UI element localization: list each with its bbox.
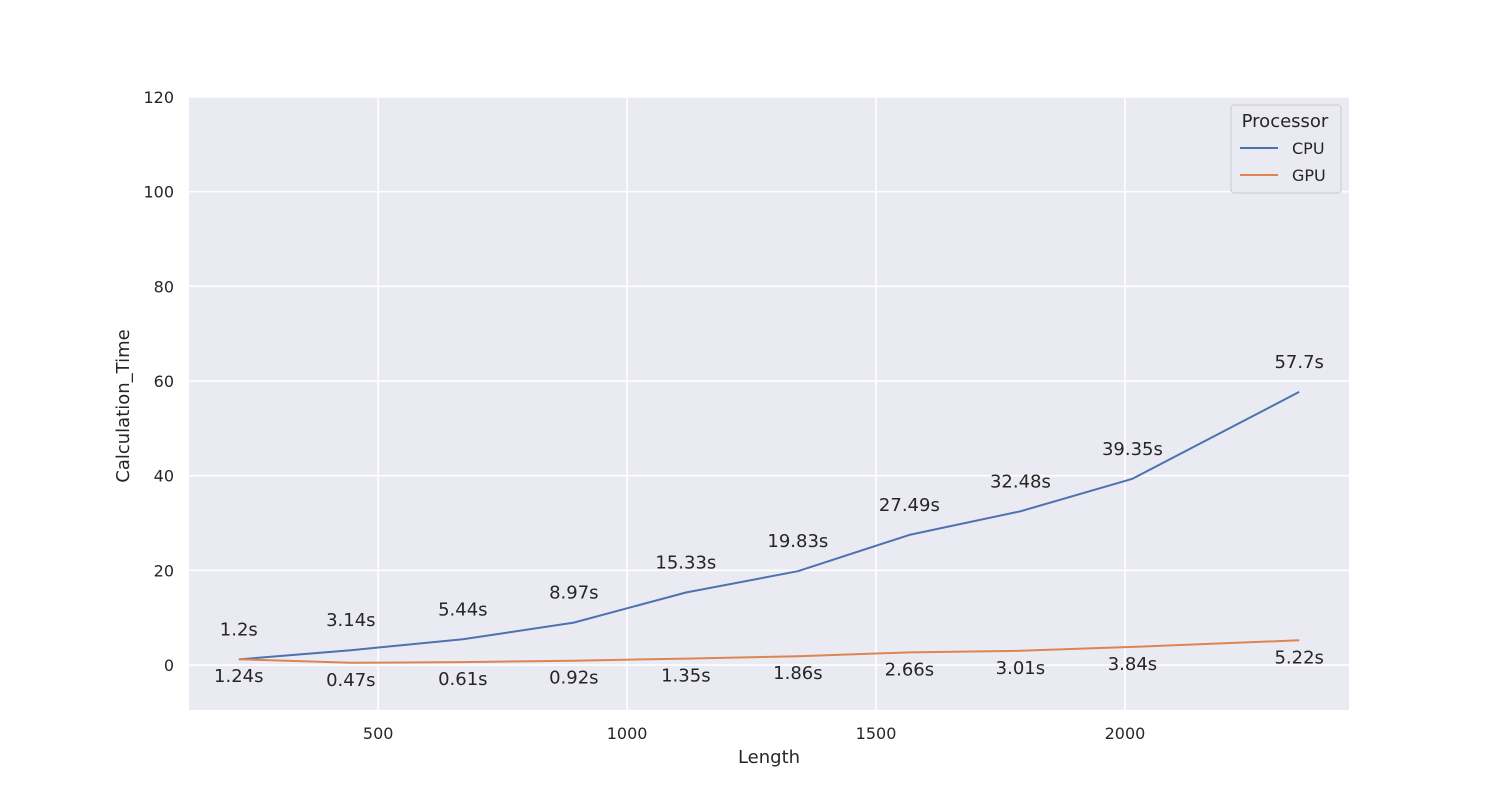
legend-label-cpu: CPU <box>1292 139 1325 158</box>
y-tick-label: 0 <box>164 656 174 675</box>
data-label-cpu: 3.14s <box>326 610 375 631</box>
grid <box>189 96 1349 710</box>
data-label-gpu: 1.24s <box>214 666 263 687</box>
data-label-cpu: 32.48s <box>990 471 1051 492</box>
data-labels: 1.2s 3.14s 5.44s 8.97s 15.33s 19.83s 27.49s 32.… <box>214 352 1324 691</box>
legend-label-gpu: GPU <box>1292 166 1326 185</box>
series-line-cpu <box>238 391 1300 661</box>
data-label-gpu: 3.84s <box>1108 654 1157 675</box>
data-label-cpu: 5.44s <box>438 599 487 620</box>
x-tick-label: 2000 <box>1105 724 1146 743</box>
y-axis-label: Calculation_Time <box>113 329 134 482</box>
y-tick-label: 100 <box>143 183 174 202</box>
tick-labels: 500 1000 1500 2000 0 20 40 60 80 100 120 <box>143 88 1145 743</box>
data-label-gpu: 5.22s <box>1274 647 1323 668</box>
series-lines <box>238 391 1300 664</box>
x-tick-label: 1000 <box>607 724 648 743</box>
data-label-gpu: 2.66s <box>885 659 934 680</box>
series-line-gpu <box>238 639 1300 664</box>
legend-title: Processor <box>1242 111 1329 132</box>
data-label-gpu: 0.92s <box>549 668 598 689</box>
legend: Processor CPU GPU <box>1230 104 1342 194</box>
data-label-gpu: 1.86s <box>773 663 822 684</box>
x-tick-label: 500 <box>363 724 394 743</box>
x-axis-label: Length <box>738 747 800 768</box>
y-tick-label: 60 <box>154 372 174 391</box>
y-tick-label: 80 <box>154 277 174 296</box>
y-tick-label: 120 <box>143 88 174 107</box>
data-label-gpu: 0.47s <box>326 670 375 691</box>
data-label-gpu: 0.61s <box>438 669 487 690</box>
data-label-cpu: 1.2s <box>220 619 258 640</box>
x-tick-label: 1500 <box>856 724 897 743</box>
y-tick-label: 40 <box>154 467 174 486</box>
data-label-cpu: 39.35s <box>1102 439 1163 460</box>
data-label-gpu: 3.01s <box>996 658 1045 679</box>
y-tick-label: 20 <box>154 561 174 580</box>
data-label-cpu: 19.83s <box>767 531 828 552</box>
data-label-cpu: 15.33s <box>655 552 716 573</box>
data-label-cpu: 27.49s <box>879 495 940 516</box>
legend-box <box>1230 104 1342 194</box>
data-label-cpu: 8.97s <box>549 583 598 604</box>
data-label-cpu: 57.7s <box>1274 352 1323 373</box>
data-label-gpu: 1.35s <box>661 666 710 687</box>
plot-area <box>189 97 1349 710</box>
